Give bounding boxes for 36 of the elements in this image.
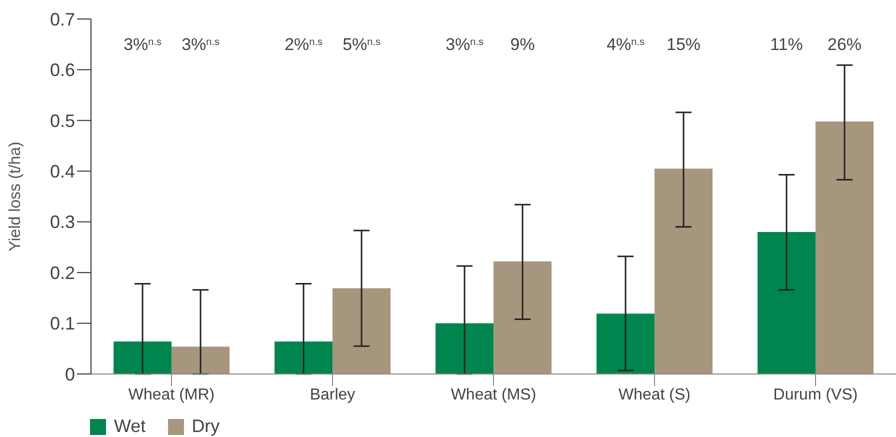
annotation: 11%: [770, 35, 803, 54]
x-tick-label: Barley: [310, 386, 356, 404]
y-axis-title: Yield loss (t/ha): [7, 142, 24, 252]
legend-label: Dry: [192, 416, 220, 437]
y-tick-label: 0.3: [50, 212, 75, 232]
annotation: 3%$^{n.s}$: [182, 35, 220, 54]
y-tick-label: 0.6: [50, 60, 75, 80]
y-tick-label: 0.5: [50, 110, 75, 131]
y-tick-label: 0: [64, 364, 75, 384]
annotation: 2%$^{n.s}$: [284, 35, 322, 54]
annotation: 3%$^{n.s}$: [124, 35, 162, 54]
y-tick-label: 0.7: [50, 9, 75, 30]
x-tick-label: Wheat (S): [618, 386, 691, 404]
annotation: 26%: [828, 35, 862, 54]
bar: [494, 261, 552, 374]
bar: [758, 232, 816, 374]
bar: [274, 342, 333, 374]
bar: [436, 323, 494, 374]
y-tick-label: 0.4: [50, 162, 75, 182]
annotation: 9%: [510, 35, 535, 54]
bar: [596, 314, 655, 374]
x-tick-label: Wheat (MR): [128, 386, 215, 404]
bar: [816, 121, 874, 374]
bar: [332, 288, 391, 374]
bar: [654, 168, 713, 374]
legend-label: Wet: [114, 416, 146, 437]
y-tick-label: 0.2: [50, 262, 75, 283]
bar: [172, 346, 230, 374]
annotation: 4%$^{n.s}$: [606, 35, 644, 54]
annotation: 15%: [666, 35, 701, 54]
x-tick-label: Durum (VS): [773, 386, 858, 404]
annotation: 3%$^{n.s}$: [446, 35, 484, 54]
bar: [114, 342, 172, 374]
y-tick-label: 0.1: [50, 314, 75, 334]
x-tick-label: Wheat (MS): [450, 386, 536, 404]
annotation: 5%$^{n.s}$: [342, 35, 380, 54]
